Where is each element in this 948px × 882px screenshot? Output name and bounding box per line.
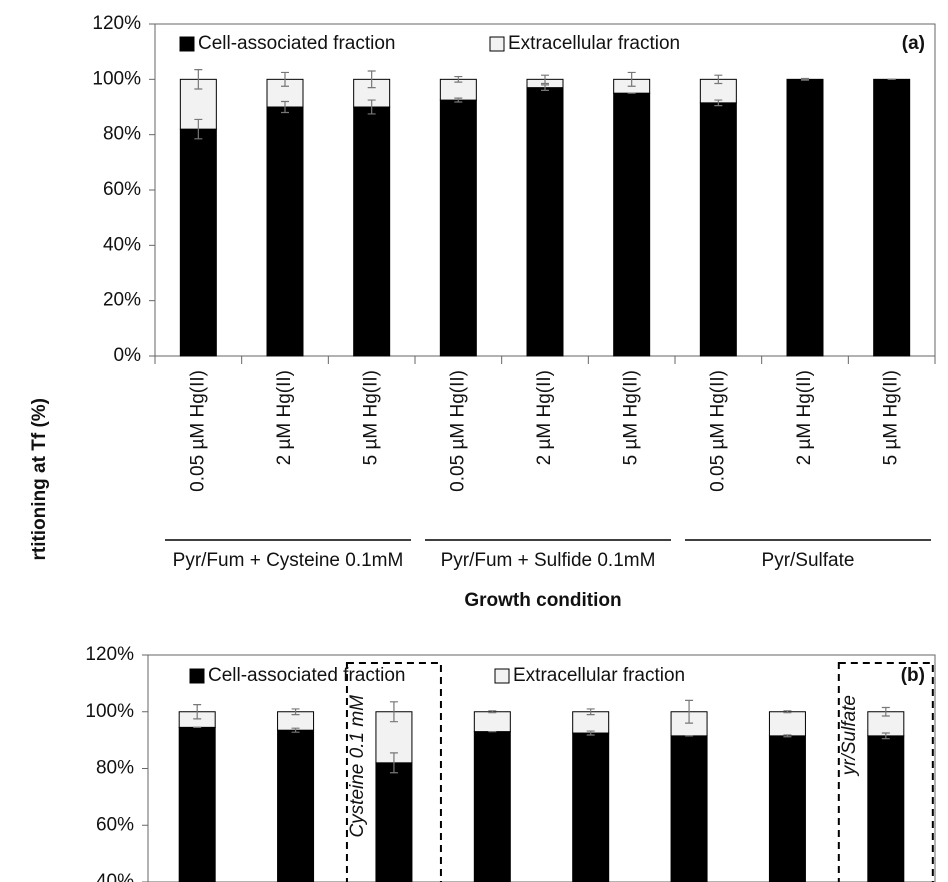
- error-bar: [714, 99, 723, 107]
- panel-label: (b): [901, 665, 925, 686]
- error-bar: [881, 706, 890, 717]
- legend-swatch: [179, 36, 195, 52]
- annotation: yr/Sulfate: [839, 695, 860, 777]
- legend-swatch: [189, 668, 205, 684]
- x-tick-label: 0.05 µM Hg(II): [187, 370, 208, 492]
- error-bar: [541, 84, 549, 91]
- error-bar: [488, 710, 497, 714]
- error-bar: [801, 77, 809, 81]
- panel-label: (a): [902, 33, 925, 54]
- error-bar: [291, 727, 300, 733]
- group-label: Pyr/Fum + Sulfide 0.1mM: [441, 550, 656, 571]
- error-bar: [389, 701, 398, 723]
- bar-segment: [277, 729, 315, 882]
- error-bar: [194, 69, 203, 90]
- error-bar: [627, 71, 636, 87]
- error-bar: [291, 708, 300, 716]
- bar-segment: [873, 78, 911, 357]
- y-tick-label: 80%: [103, 124, 141, 145]
- x-tick-label: 5 µM Hg(II): [881, 370, 902, 465]
- legend-label: Cell-associated fraction: [208, 665, 405, 686]
- y-tick-label: 80%: [96, 758, 134, 779]
- x-tick-label: 2 µM Hg(II): [534, 370, 555, 465]
- error-bar: [586, 730, 595, 736]
- error-bar: [541, 74, 549, 85]
- x-tick-label: 2 µM Hg(II): [274, 370, 295, 465]
- y-tick-label: 120%: [85, 644, 134, 665]
- bar-segment: [266, 106, 304, 357]
- bar-segment: [670, 735, 708, 882]
- error-bar: [685, 699, 694, 724]
- bar-segment: [353, 106, 391, 357]
- y-tick-label: 60%: [96, 814, 134, 835]
- group-label: Pyr/Sulfate: [762, 550, 855, 571]
- bar-segment: [572, 732, 610, 882]
- x-tick-label: 0.05 µM Hg(II): [707, 370, 728, 492]
- bar-segment: [613, 92, 651, 357]
- plot-frame: [147, 654, 936, 882]
- bar-segment: [179, 128, 217, 357]
- y-tick-label: 100%: [85, 701, 134, 722]
- annotation-box: [837, 662, 934, 882]
- x-tick-label: 5 µM Hg(II): [621, 370, 642, 465]
- bar-segment: [526, 87, 564, 357]
- error-bar: [454, 75, 463, 83]
- group-label: Pyr/Fum + Cysteine 0.1mM: [173, 550, 404, 571]
- legend-swatch: [494, 668, 510, 684]
- error-bar: [881, 732, 890, 740]
- error-bar: [454, 97, 463, 103]
- error-bar: [714, 74, 723, 85]
- error-bar: [367, 99, 376, 115]
- bar-segment: [375, 762, 413, 882]
- y-tick-label: 20%: [103, 290, 141, 311]
- error-bar: [193, 704, 202, 720]
- legend-swatch: [489, 36, 505, 52]
- y-tick-label: 60%: [103, 179, 141, 200]
- bar-segment: [439, 99, 477, 357]
- error-bar: [586, 708, 595, 716]
- error-bar: [389, 752, 398, 774]
- x-tick-label: 0.05 µM Hg(II): [447, 370, 468, 492]
- error-bar: [783, 734, 792, 738]
- bar-segment: [768, 711, 806, 737]
- y-tick-label: 0%: [114, 345, 142, 366]
- y-tick-label: 40%: [96, 871, 134, 882]
- legend-label: Extracellular fraction: [513, 665, 685, 686]
- x-tick-label: 2 µM Hg(II): [794, 370, 815, 465]
- bar-segment: [867, 735, 905, 882]
- error-bar: [783, 710, 792, 714]
- error-bar: [367, 70, 376, 89]
- annotation: Cysteine 0.1 mM: [347, 695, 368, 838]
- legend-label: Extracellular fraction: [508, 33, 680, 54]
- y-tick-label: 100%: [92, 68, 141, 89]
- y-axis-title: rtitioning at Tf (%): [29, 398, 50, 561]
- error-bar: [194, 118, 203, 140]
- y-tick-label: 40%: [103, 234, 141, 255]
- y-tick-label: 120%: [92, 13, 141, 34]
- bar-segment: [473, 711, 511, 733]
- x-tick-label: 5 µM Hg(II): [361, 370, 382, 465]
- bar-segment: [768, 735, 806, 882]
- bar-segment: [699, 102, 737, 357]
- bar-segment: [473, 731, 511, 882]
- x-axis-title: Growth condition: [464, 590, 621, 611]
- annotation-box: [345, 662, 442, 882]
- bar-segment: [178, 726, 216, 882]
- error-bar: [281, 71, 289, 87]
- bar-segment: [786, 78, 824, 357]
- error-bar: [281, 100, 289, 114]
- legend-label: Cell-associated fraction: [198, 33, 395, 54]
